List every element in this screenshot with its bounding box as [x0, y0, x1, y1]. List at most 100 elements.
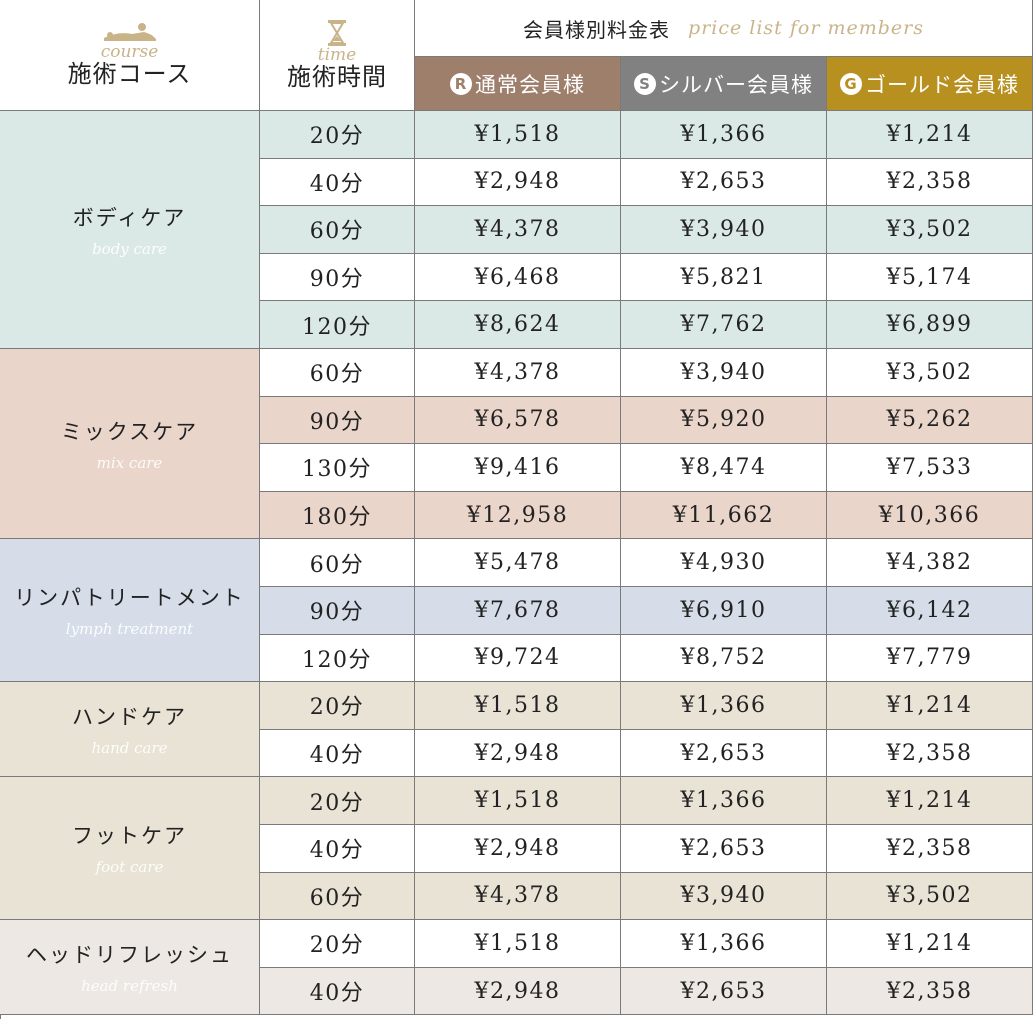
tier-header-regular: R 通常会員様: [415, 57, 621, 111]
price-value: ¥6,578: [474, 407, 561, 433]
price-cell-gold: ¥4,382: [827, 539, 1033, 587]
course-name: リンパトリートメント: [14, 586, 245, 611]
time-cell: 60分: [260, 349, 415, 397]
duration-value: 120分: [302, 647, 372, 673]
price-value: ¥1,518: [474, 121, 561, 147]
price-value: ¥2,358: [886, 835, 973, 861]
time-header-stack: time 施術時間: [287, 19, 387, 92]
duration-value: 60分: [309, 552, 365, 578]
time-cell: 20分: [260, 777, 415, 825]
duration-value: 40分: [309, 981, 365, 1007]
price-value: ¥2,358: [886, 978, 973, 1004]
time-cell: 40分: [260, 729, 415, 778]
price-cell-gold: ¥5,262: [827, 396, 1033, 445]
time-cell: 40分: [260, 825, 415, 873]
duration-value: 180分: [302, 505, 372, 531]
tier-label: ゴールド会員様: [865, 72, 1019, 97]
price-cell-gold: ¥7,779: [827, 634, 1033, 683]
price-value: ¥2,948: [474, 978, 561, 1004]
price-cell-silver: ¥2,653: [621, 729, 827, 778]
price-value: ¥6,899: [886, 312, 973, 338]
time-cell: 120分: [260, 634, 415, 683]
course-header-label: 施術コース: [67, 60, 192, 89]
price-value: ¥5,478: [474, 550, 561, 576]
price-cell-regular: ¥7,678: [415, 587, 621, 635]
price-cell-gold: ¥1,214: [827, 777, 1033, 825]
hourglass-icon: [328, 20, 346, 47]
tier-label: 通常会員様: [475, 72, 585, 97]
price-value: ¥9,724: [474, 645, 561, 671]
price-cell-regular: ¥1,518: [415, 920, 621, 968]
price-value: ¥7,678: [474, 597, 561, 623]
time-header-label: 施術時間: [287, 63, 387, 92]
price-value: ¥5,174: [886, 264, 973, 290]
course-stack: ミックスケア mix care: [61, 416, 198, 472]
price-cell-silver: ¥5,821: [621, 253, 827, 302]
course-cell: ヘッドリフレッシュ head refresh: [0, 920, 260, 1016]
price-value: ¥2,948: [474, 740, 561, 766]
price-cell-regular: ¥6,468: [415, 253, 621, 302]
price-cell-gold: ¥1,214: [827, 682, 1033, 730]
course-script: body care: [92, 239, 167, 258]
tier-label: シルバー会員様: [659, 72, 813, 97]
price-value: ¥8,752: [680, 645, 767, 671]
price-cell-gold: ¥5,174: [827, 253, 1033, 302]
course-header-stack: course 施術コース: [67, 22, 192, 89]
price-value: ¥2,358: [886, 169, 973, 195]
price-cell-regular: ¥6,578: [415, 396, 621, 445]
price-value: ¥1,366: [680, 930, 767, 956]
price-value: ¥1,366: [680, 788, 767, 814]
price-value: ¥3,502: [886, 216, 973, 242]
time-cell: 40分: [260, 158, 415, 207]
price-value: ¥7,762: [680, 312, 767, 338]
price-cell-regular: ¥4,378: [415, 872, 621, 921]
course-cell: ボディケア body care: [0, 111, 260, 349]
price-value: ¥4,378: [474, 883, 561, 909]
price-value: ¥1,214: [886, 930, 973, 956]
price-value: ¥2,653: [680, 835, 767, 861]
time-cell: 20分: [260, 682, 415, 730]
price-value: ¥2,653: [680, 978, 767, 1004]
price-value: ¥4,930: [680, 550, 767, 576]
duration-value: 20分: [309, 695, 365, 721]
price-cell-gold: ¥1,214: [827, 111, 1033, 159]
price-value: ¥1,214: [886, 692, 973, 718]
price-cell-silver: ¥1,366: [621, 777, 827, 825]
tier-header-silver: S シルバー会員様: [621, 57, 827, 111]
course-script: head refresh: [81, 977, 178, 996]
price-cell-regular: ¥8,624: [415, 301, 621, 349]
price-value: ¥3,940: [680, 359, 767, 385]
course-header: course 施術コース: [0, 0, 260, 111]
price-value: ¥8,624: [474, 312, 561, 338]
course-stack: フットケア foot care: [72, 820, 187, 876]
price-cell-gold: ¥10,366: [827, 491, 1033, 540]
course-cell: リンパトリートメント lymph treatment: [0, 539, 260, 683]
price-cell-gold: ¥1,214: [827, 920, 1033, 968]
duration-value: 60分: [309, 362, 365, 388]
price-cell-regular: ¥12,958: [415, 491, 621, 540]
price-value: ¥5,262: [886, 407, 973, 433]
price-cell-regular: ¥9,724: [415, 634, 621, 683]
course-stack: ヘッドリフレッシュ head refresh: [26, 939, 233, 995]
price-value: ¥1,518: [474, 692, 561, 718]
price-value: ¥4,378: [474, 359, 561, 385]
price-value: ¥1,518: [474, 930, 561, 956]
price-list-title-script: price list for members: [688, 17, 924, 39]
time-cell: 60分: [260, 206, 415, 254]
price-value: ¥12,958: [466, 502, 569, 528]
price-value: ¥4,378: [474, 216, 561, 242]
duration-value: 90分: [309, 600, 365, 626]
price-value: ¥6,142: [886, 597, 973, 623]
time-cell: 60分: [260, 872, 415, 921]
course-script: lymph treatment: [65, 620, 194, 639]
duration-value: 120分: [302, 314, 372, 340]
course-stack: リンパトリートメント lymph treatment: [14, 582, 245, 638]
price-cell-silver: ¥2,653: [621, 967, 827, 1016]
duration-value: 90分: [309, 409, 365, 435]
massage-icon: [103, 23, 156, 42]
price-cell-silver: ¥3,940: [621, 872, 827, 921]
price-cell-gold: ¥2,358: [827, 729, 1033, 778]
duration-value: 40分: [309, 171, 365, 197]
time-cell: 20分: [260, 920, 415, 968]
